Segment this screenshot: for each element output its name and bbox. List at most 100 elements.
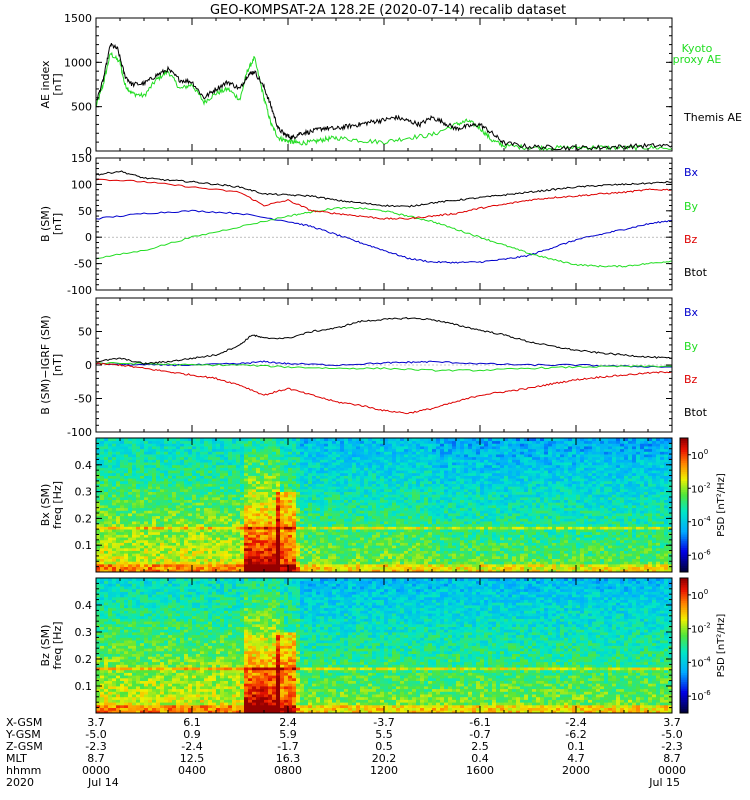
spectrogram-cell <box>120 505 125 509</box>
spectrogram-cell <box>340 561 345 565</box>
spectrogram-cell <box>144 510 149 514</box>
spectrogram-cell <box>348 569 353 573</box>
spectrogram-cell <box>108 542 113 546</box>
spectrogram-cell <box>184 521 189 525</box>
spectrogram-cell <box>436 513 441 517</box>
spectrogram-cell <box>452 451 457 455</box>
spectrogram-cell <box>292 534 297 538</box>
spectrogram-cell <box>388 443 393 447</box>
spectrogram-cell <box>312 555 317 559</box>
spectrogram-cell <box>348 510 353 514</box>
spectrogram-cell <box>444 566 449 570</box>
spectrogram-cell <box>360 505 365 509</box>
spectrogram-cell <box>304 456 309 460</box>
spectrogram-cell <box>340 443 345 447</box>
spectrogram-cell <box>152 448 157 452</box>
spectrogram-cell <box>352 470 357 474</box>
spectrogram-cell <box>240 542 245 546</box>
spectrogram-cell <box>140 454 145 458</box>
spectrogram-cell <box>396 483 401 487</box>
spectrogram-cell <box>216 486 221 490</box>
spectrogram-cell <box>108 494 113 498</box>
spectrogram-cell <box>168 510 173 514</box>
spectrogram-cell <box>224 563 229 568</box>
spectrogram-cell <box>344 545 349 549</box>
spectrogram-cell <box>112 523 117 527</box>
spectrogram-cell <box>212 494 217 498</box>
spectrogram-cell <box>260 443 265 447</box>
spectrogram-cell <box>220 470 225 474</box>
spectrogram-cell <box>440 494 445 498</box>
spectrogram-cell <box>244 537 249 541</box>
spectrogram-cell <box>308 446 313 450</box>
spectrogram-cell <box>252 502 257 506</box>
spectrogram-cell <box>232 553 237 557</box>
spectrogram-cell <box>396 531 401 535</box>
spectrogram-cell <box>144 454 149 458</box>
spectrogram-cell <box>108 502 113 506</box>
spectrogram-cell <box>192 510 197 514</box>
spectrogram-cell <box>124 539 129 543</box>
spectrogram-cell <box>416 486 421 490</box>
spectrogram-cell <box>344 534 349 538</box>
y-tick-label: 500 <box>71 101 92 114</box>
spectrogram-cell <box>192 547 197 551</box>
spectrogram-cell <box>444 462 449 466</box>
spectrogram-cell <box>420 467 425 471</box>
spectrogram-cell <box>288 470 293 474</box>
spectrogram-cell <box>268 510 273 514</box>
spectrogram-cell <box>200 467 205 471</box>
spectrogram-cell <box>224 510 229 514</box>
spectrogram-cell <box>388 550 393 554</box>
spectrogram-cell <box>136 467 141 471</box>
spectrogram-cell <box>132 526 137 530</box>
spectrogram-cell <box>300 507 305 511</box>
spectrogram-cell <box>452 518 457 522</box>
spectrogram-cell <box>264 507 269 511</box>
spectrogram-cell <box>380 505 385 509</box>
spectrogram-cell <box>328 513 333 517</box>
spectrogram-cell <box>448 529 453 533</box>
spectrogram-cell <box>200 502 205 506</box>
spectrogram-cell <box>304 558 309 562</box>
spectrogram-cell <box>336 475 341 479</box>
spectrogram-cell <box>316 537 321 541</box>
spectrogram-cell <box>444 502 449 506</box>
spectrogram-cell <box>204 558 209 562</box>
spectrogram-cell <box>460 472 465 476</box>
y-tick-label: -50 <box>74 393 92 406</box>
spectrogram-cell <box>200 518 205 522</box>
spectrogram-cell <box>336 561 341 565</box>
spectrogram-cell <box>172 443 177 447</box>
spectrogram-cell <box>208 472 213 476</box>
spectrogram-cell <box>464 438 469 442</box>
spectrogram-cell <box>244 518 249 522</box>
spectrogram-cell <box>336 539 341 543</box>
spectrogram-cell <box>388 553 393 557</box>
spectrogram-cell <box>424 494 429 498</box>
spectrogram-cell <box>100 464 105 468</box>
spectrogram-cell <box>284 502 289 506</box>
spectrogram-cell <box>172 507 177 511</box>
spectrogram-cell <box>104 561 109 565</box>
spectrogram-cell <box>344 486 349 490</box>
spectrogram-cell <box>304 459 309 463</box>
spectrogram-cell <box>384 529 389 533</box>
spectrogram-cell <box>204 507 209 511</box>
spectrogram-cell <box>452 515 457 519</box>
spectrogram-cell <box>300 521 305 525</box>
spectrogram-cell <box>184 531 189 535</box>
spectrogram-cell <box>208 550 213 554</box>
spectrogram-cell <box>328 478 333 482</box>
spectrogram-cell <box>136 478 141 482</box>
spectrogram-cell <box>176 478 181 482</box>
spectrogram-cell <box>428 475 433 479</box>
spectrogram-cell <box>300 494 305 498</box>
spectrogram-cell <box>440 510 445 514</box>
spectrogram-cell <box>340 486 345 490</box>
spectrogram-cell <box>328 486 333 490</box>
spectrogram-cell <box>200 553 205 557</box>
spectrogram-cell <box>296 566 301 570</box>
spectrogram-cell <box>320 537 325 541</box>
spectrogram-cell <box>156 555 161 559</box>
